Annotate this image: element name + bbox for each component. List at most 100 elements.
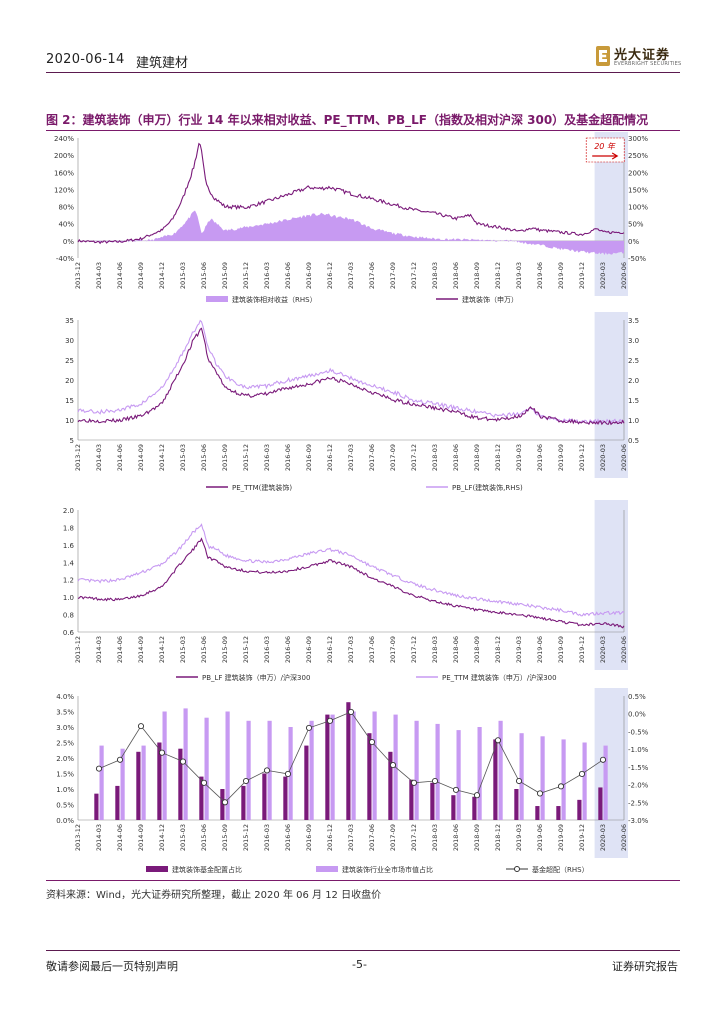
- x-axis-tick-label: 2015-12: [242, 636, 250, 663]
- bar-fund-allocation: [346, 702, 351, 820]
- bar-market-cap-share: [498, 720, 503, 820]
- overweight-point: [431, 777, 439, 785]
- right-axis-tick-label: -3.0%: [628, 817, 649, 825]
- left-axis-tick-label: 1.5%: [56, 771, 74, 779]
- x-axis-tick-label: 2015-03: [179, 824, 187, 851]
- footer-divider: [46, 950, 680, 951]
- left-axis-tick-label: 1.6: [63, 542, 75, 550]
- left-axis-tick-label: 0.0%: [56, 817, 74, 825]
- legend-label: 建筑装饰（申万）: [462, 295, 518, 304]
- x-axis-tick-label: 2014-06: [116, 824, 124, 851]
- x-axis-tick-label: 2017-09: [389, 824, 397, 851]
- bar-fund-allocation: [451, 795, 456, 820]
- x-axis-tick-label: 2016-12: [326, 262, 334, 289]
- overweight-point: [137, 723, 145, 730]
- x-axis-tick-label: 2016-06: [284, 824, 292, 851]
- page-number: -5-: [352, 958, 367, 971]
- x-axis-tick-label: 2016-09: [305, 636, 313, 663]
- bar-fund-allocation: [325, 714, 330, 820]
- overweight-point: [200, 779, 208, 786]
- right-axis-tick-label: -0.5%: [628, 728, 649, 736]
- x-axis-tick-label: 2019-03: [515, 636, 523, 663]
- left-axis-tick-label: 3.0%: [56, 724, 74, 732]
- bar-fund-allocation: [262, 773, 267, 820]
- x-axis-tick-label: 2018-06: [452, 262, 460, 289]
- x-axis-tick-label: 2017-03: [347, 444, 355, 471]
- x-axis-tick-label: 2015-09: [221, 636, 229, 663]
- x-axis-tick-label: 2013-12: [74, 262, 82, 289]
- x-axis-tick-label: 2014-03: [95, 636, 103, 663]
- x-axis-tick-label: 2015-09: [221, 262, 229, 289]
- footer-report-type: 证券研究报告: [612, 960, 678, 973]
- bar-market-cap-share: [372, 711, 377, 820]
- figure-title: 图 2：建筑装饰（申万）行业 14 年以来相对收益、PE_TTM、PB_LF（指…: [46, 113, 649, 127]
- left-axis-tick-label: 1.8: [63, 524, 74, 532]
- bar-market-cap-share: [330, 714, 335, 820]
- left-axis-tick-label: 240%: [54, 135, 74, 143]
- bar-fund-allocation: [199, 776, 204, 820]
- x-axis-tick-label: 2020-03: [599, 824, 607, 851]
- left-axis-tick-label: 1.4: [63, 559, 75, 567]
- x-axis-tick-label: 2014-09: [137, 636, 145, 663]
- overweight-point: [221, 799, 229, 806]
- bar-fund-allocation: [430, 782, 435, 820]
- bar-fund-allocation: [472, 796, 477, 820]
- x-axis-tick-label: 2019-12: [578, 824, 586, 851]
- right-axis-tick-label: 1.0: [628, 417, 639, 425]
- x-axis-tick-label: 2016-12: [326, 444, 334, 471]
- x-axis-tick-label: 2017-12: [410, 636, 418, 663]
- report-date: 2020-06-14: [46, 52, 125, 67]
- left-axis-tick-label: 35: [65, 317, 74, 325]
- series-overweight-line: [98, 711, 604, 803]
- right-axis-tick-label: 150%: [628, 186, 648, 194]
- bar-fund-allocation: [388, 751, 393, 820]
- x-axis-tick-label: 2019-09: [557, 262, 565, 289]
- x-axis-tick-label: 2018-06: [452, 636, 460, 663]
- overweight-point: [494, 737, 502, 744]
- overweight-point: [116, 756, 124, 763]
- overweight-point: [536, 790, 544, 797]
- overweight-point: [179, 758, 187, 765]
- overweight-point: [347, 708, 355, 715]
- overweight-point: [473, 792, 481, 799]
- bar-fund-allocation: [514, 789, 519, 820]
- bar-market-cap-share: [99, 745, 104, 820]
- x-axis-tick-label: 2018-03: [431, 636, 439, 663]
- bar-fund-allocation: [241, 785, 246, 820]
- x-axis-tick-label: 2019-06: [536, 636, 544, 663]
- logo-icon: [596, 46, 610, 66]
- legend-swatch: [206, 296, 228, 302]
- x-axis-tick-label: 2018-06: [452, 824, 460, 851]
- bar-market-cap-share: [519, 733, 524, 820]
- overweight-point: [452, 786, 460, 793]
- bar-fund-allocation: [556, 806, 561, 820]
- bar-market-cap-share: [309, 720, 314, 820]
- bar-fund-allocation: [94, 793, 99, 820]
- x-axis-tick-label: 2018-09: [473, 636, 481, 663]
- x-axis-tick-label: 2020-03: [599, 636, 607, 663]
- x-axis-tick-label: 2019-03: [515, 444, 523, 471]
- x-axis-tick-label: 2015-12: [242, 262, 250, 289]
- annotation-box: [585, 137, 625, 163]
- bar-market-cap-share: [225, 711, 230, 820]
- x-axis-tick-label: 2016-03: [263, 262, 271, 289]
- x-axis-tick-label: 2015-09: [221, 824, 229, 851]
- right-axis-tick-label: 2.0: [628, 377, 639, 385]
- pe-pb-chart: 5 10 15 20 25 30 35 0.5 1.0 1.5 2.0 2.5 3.0 3.5 2013-1…: [65, 312, 639, 492]
- right-axis-tick-label: 0.5%: [628, 693, 646, 701]
- overweight-point: [515, 777, 523, 785]
- x-axis-tick-label: 2018-03: [431, 262, 439, 289]
- x-axis-tick-label: 2013-12: [74, 444, 82, 471]
- x-axis-tick-label: 2020-03: [599, 262, 607, 289]
- overweight-point: [389, 762, 397, 769]
- left-axis-tick-label: 10: [65, 417, 74, 425]
- legend-label: 建筑装饰相对收益（RHS）: [232, 295, 317, 304]
- x-axis-tick-label: 2017-03: [347, 824, 355, 851]
- bar-market-cap-share: [603, 745, 608, 820]
- right-axis-tick-label: 3.5: [628, 317, 639, 325]
- x-axis-tick-label: 2016-03: [263, 636, 271, 663]
- x-axis-tick-label: 2016-06: [284, 636, 292, 663]
- overweight-point: [284, 770, 292, 777]
- left-axis-tick-label: 1.0: [63, 594, 74, 602]
- bar-market-cap-share: [351, 711, 356, 820]
